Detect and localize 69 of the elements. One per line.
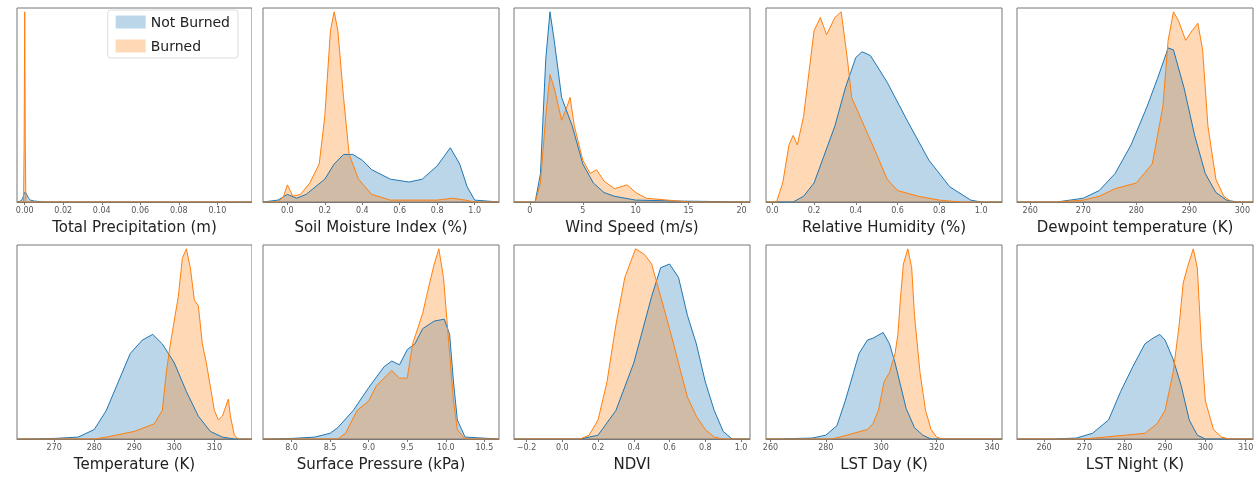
x-axis-title: Dewpoint temperature (K) <box>1037 217 1234 236</box>
x-axis-title: Temperature (K) <box>72 454 196 473</box>
x-tick-label: 270 <box>1077 442 1093 452</box>
legend-label: Burned <box>150 38 202 54</box>
x-tick-label: 0.8 <box>430 205 444 215</box>
x-tick-label: 0.0 <box>280 205 294 215</box>
x-tick-label: 10 <box>630 205 641 215</box>
x-tick-label: 9.5 <box>400 442 414 452</box>
x-tick-label: 10.5 <box>475 442 493 452</box>
x-tick-label: 280 <box>817 442 834 452</box>
x-tick-label: 280 <box>1117 442 1133 452</box>
x-tick-label: 0.10 <box>208 205 227 215</box>
legend-label: Not Burned <box>150 14 231 30</box>
x-tick-label: 0.4 <box>627 442 641 452</box>
x-tick-label: 300 <box>166 442 182 452</box>
x-tick-label: 0.4 <box>849 205 862 215</box>
x-axis-title: Relative Humidity (%) <box>801 217 966 236</box>
x-tick-label: 0.00 <box>15 205 34 215</box>
x-tick-label: 270 <box>46 442 62 452</box>
x-tick-label: 310 <box>206 442 223 452</box>
x-tick-label: 20 <box>736 205 747 215</box>
x-tick-label: 280 <box>86 442 102 452</box>
x-tick-label: 290 <box>126 442 142 452</box>
x-tick-label: 260 <box>1036 442 1053 452</box>
x-tick-label: 0.2 <box>807 205 821 215</box>
x-tick-label: 290 <box>1182 205 1198 215</box>
x-axis-title: Total Precipitation (m) <box>51 217 217 236</box>
x-tick-label: 0.6 <box>663 442 677 452</box>
x-axis-title: LST Night (K) <box>1086 454 1185 473</box>
x-tick-label: 9.0 <box>361 442 375 452</box>
x-tick-label: 0.8 <box>699 442 712 452</box>
x-tick-label: 310 <box>1238 442 1254 452</box>
x-tick-label: 10.0 <box>436 442 455 452</box>
x-tick-label: 1.0 <box>467 205 481 215</box>
x-tick-label: 1.0 <box>974 205 988 215</box>
x-axis-title: Surface Pressure (kPa) <box>296 454 465 473</box>
x-tick-label: 300 <box>1198 442 1214 452</box>
x-tick-label: 300 <box>873 442 889 452</box>
x-tick-label: 5 <box>580 205 586 215</box>
x-tick-label: 290 <box>1157 442 1174 452</box>
x-tick-label: 0.08 <box>169 205 188 215</box>
x-tick-label: 0.6 <box>392 205 406 215</box>
x-tick-label: 0.2 <box>591 442 605 452</box>
x-tick-label: 0.06 <box>131 205 150 215</box>
x-tick-label: 320 <box>928 442 945 452</box>
x-axis-title: Soil Moisture Index (%) <box>294 217 468 236</box>
x-tick-label: 280 <box>1129 205 1145 215</box>
x-tick-label: 340 <box>984 442 1000 452</box>
x-tick-label: 0.2 <box>318 205 331 215</box>
x-axis-title: Wind Speed (m/s) <box>565 217 699 236</box>
x-tick-label: 270 <box>1076 205 1092 215</box>
x-tick-label: 0.02 <box>54 205 73 215</box>
x-tick-label: 0.0 <box>556 442 569 452</box>
x-tick-label: 0.6 <box>891 205 904 215</box>
x-tick-label: −0.2 <box>516 442 537 452</box>
x-tick-label: 0.0 <box>765 205 779 215</box>
x-axis-title: LST Day (K) <box>839 454 928 473</box>
x-tick-label: 300 <box>1235 205 1251 215</box>
x-tick-label: 15 <box>683 205 694 215</box>
x-tick-label: 0 <box>527 205 533 215</box>
x-axis-title: NDVI <box>613 454 651 473</box>
x-tick-label: 8.0 <box>284 442 298 452</box>
x-tick-label: 8.5 <box>323 442 337 452</box>
x-tick-label: 0.4 <box>355 205 369 215</box>
x-tick-label: 260 <box>1023 205 1039 215</box>
x-tick-label: 0.8 <box>932 205 946 215</box>
x-tick-label: 1.0 <box>734 442 748 452</box>
x-tick-label: 0.04 <box>92 205 111 215</box>
x-tick-label: 260 <box>762 442 778 452</box>
